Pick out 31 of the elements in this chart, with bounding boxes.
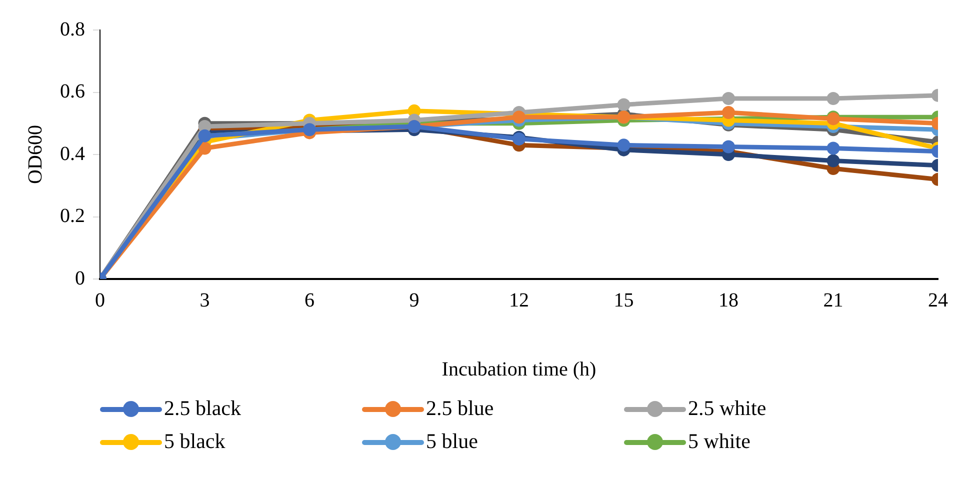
y-tick-label: 0.6 [60,80,85,102]
point [722,140,735,154]
point [722,106,735,119]
y-tick-label: 0.2 [60,205,85,227]
legend-label: 2.5 black [164,396,241,421]
x-axis-title: Incubation time (h) [442,358,596,380]
point [617,138,630,152]
legend-label: 5 white [688,429,750,454]
y-tick-label: 0.8 [60,18,85,40]
y-tick-label: 0.4 [60,142,85,165]
y-axis-title: OD600 [24,125,46,184]
x-tick-label: 15 [614,289,634,312]
x-tick-label: 12 [509,289,529,312]
point [826,154,840,168]
legend-label: 2.5 blue [426,396,494,421]
x-tick-label: 9 [409,289,420,312]
point [198,142,212,155]
legend-label: 5 blue [426,429,478,454]
point [826,142,840,155]
point [826,92,840,105]
y-tick-label: 0 [75,267,85,290]
x-tick-label: 21 [823,289,844,312]
point [617,98,630,112]
x-tick-label: 24 [928,289,948,312]
x-tick-label: 6 [304,289,314,312]
legend-label: 2.5 white [688,396,766,421]
x-tick-label: 3 [200,289,210,312]
point [722,92,735,105]
x-tick-label: 0 [95,289,105,312]
x-tick-label: 18 [718,289,738,312]
legend-label: 5 black [164,429,226,454]
